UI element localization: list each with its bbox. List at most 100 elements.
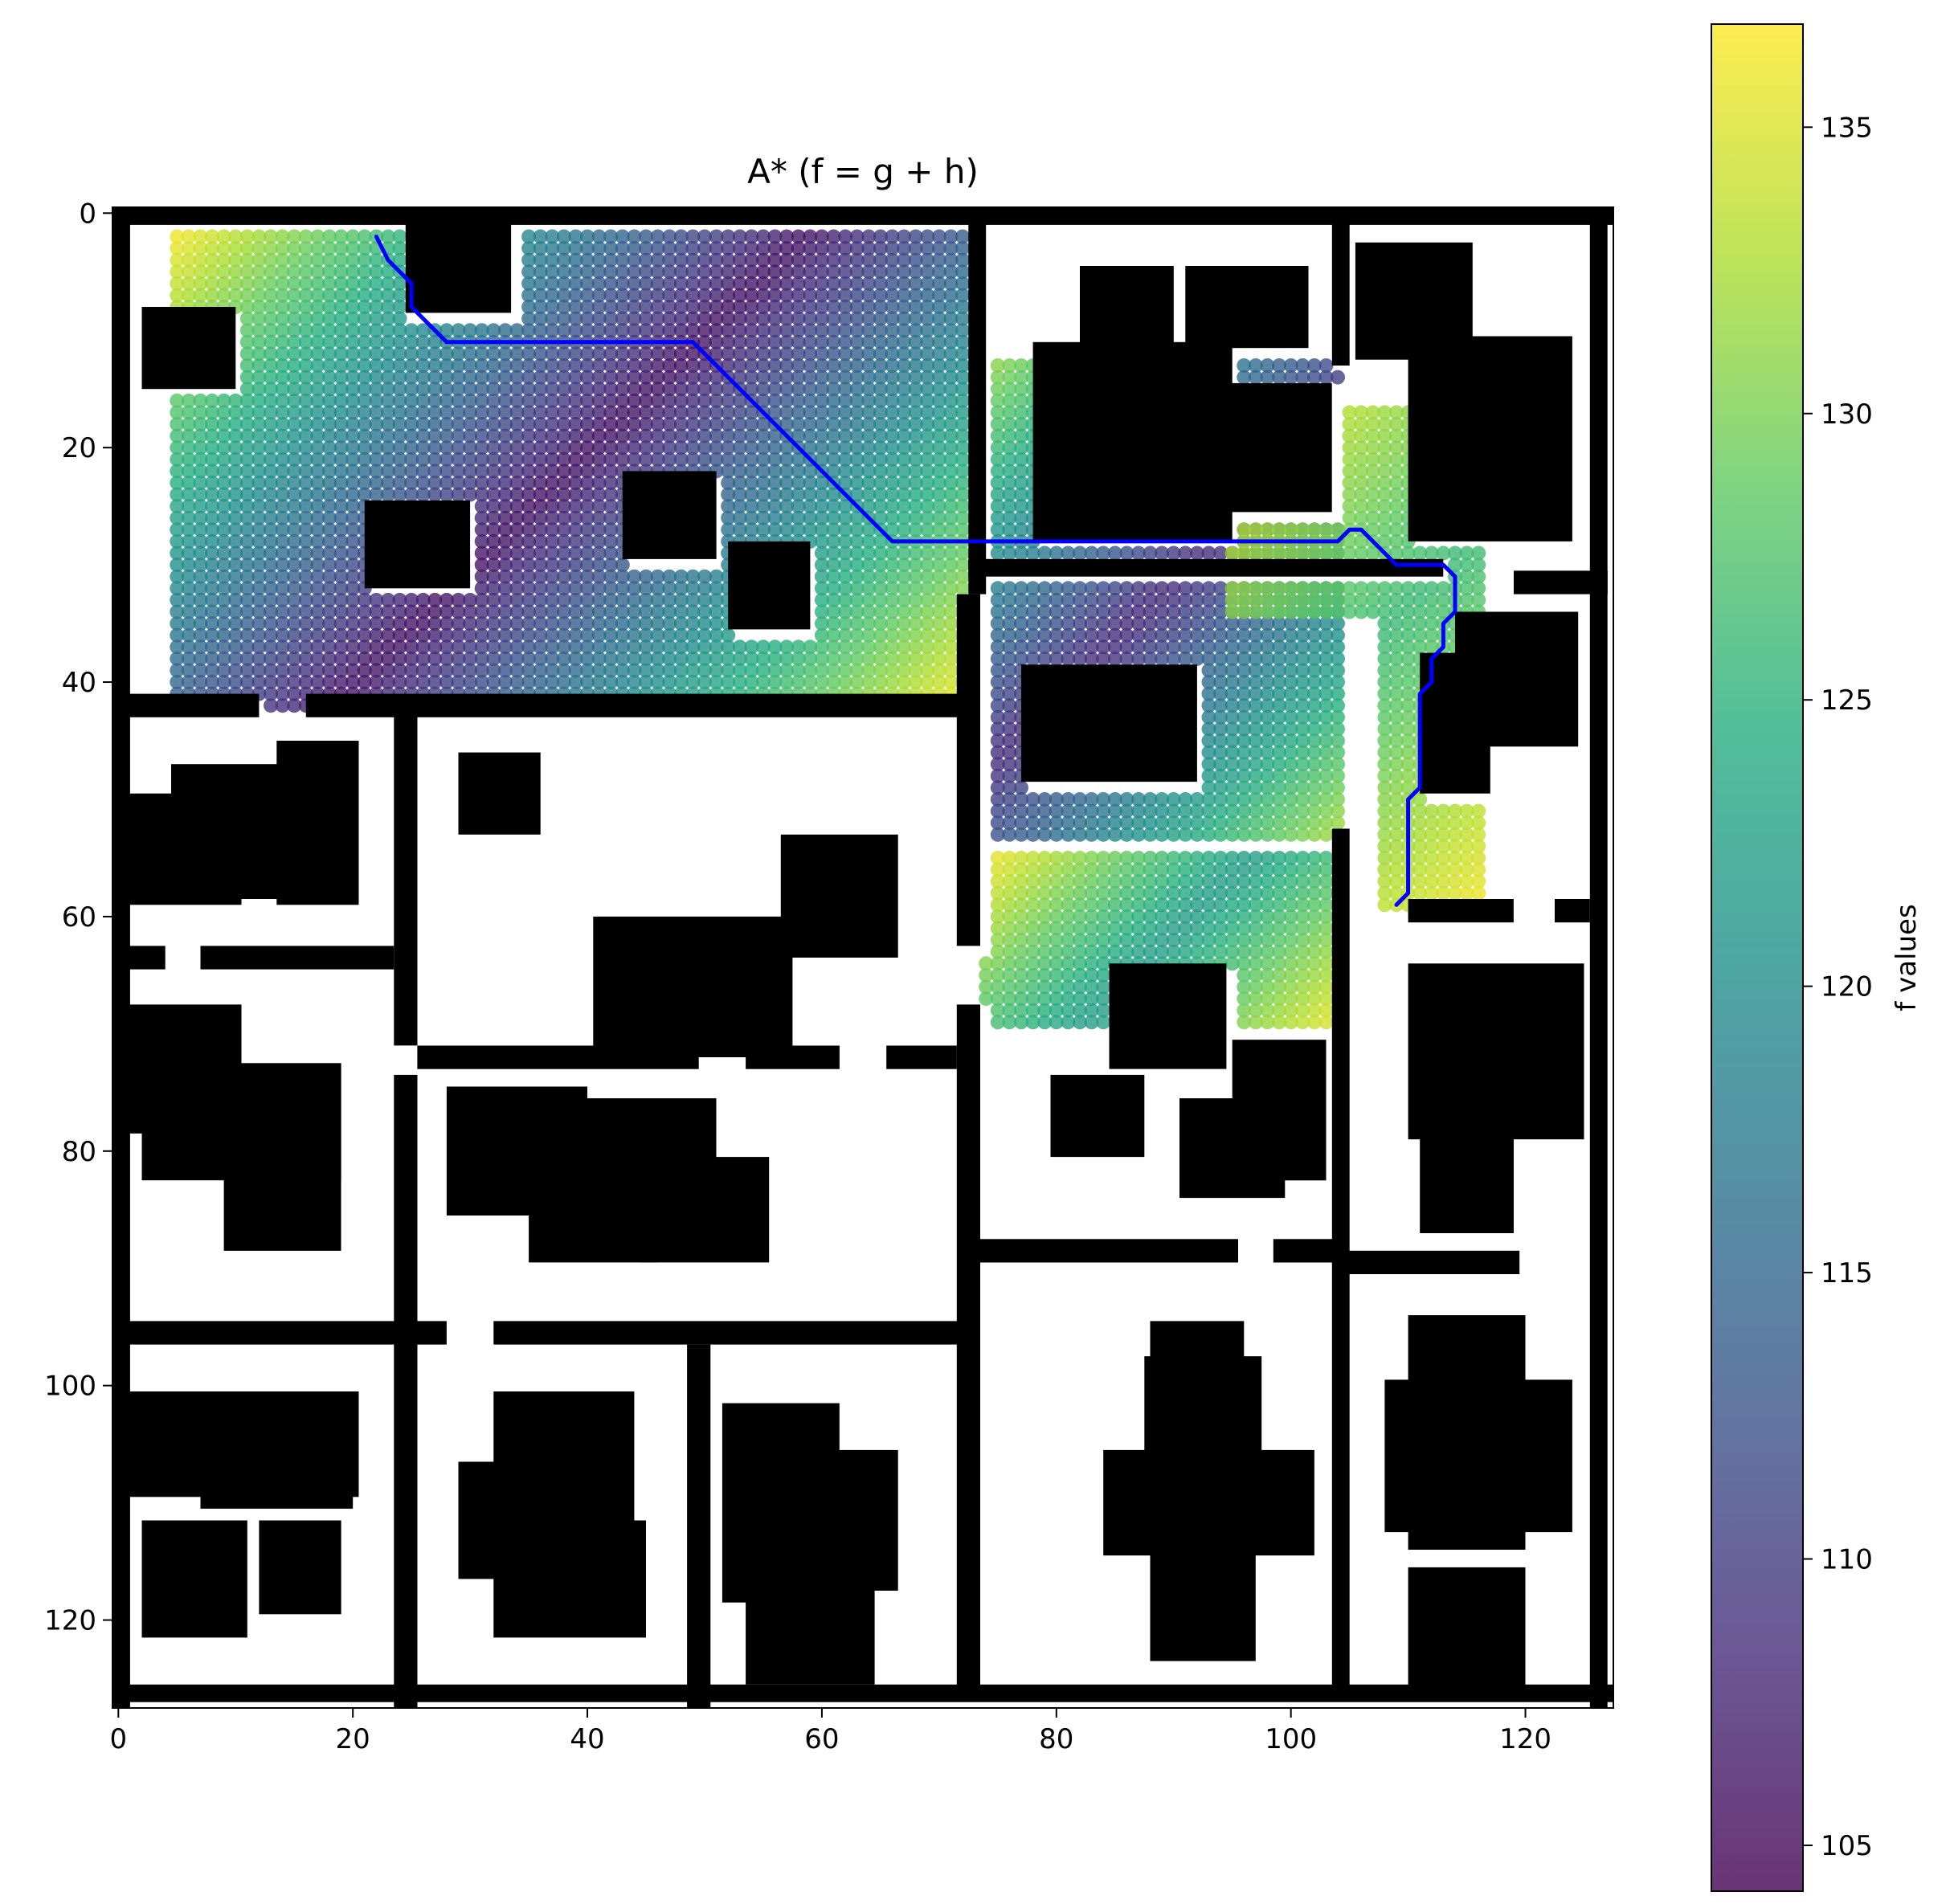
explored-cell-1	[1283, 815, 1298, 831]
explored-cell-0	[826, 464, 841, 479]
explored-cell-2	[1073, 979, 1087, 995]
explored-cell-0	[298, 604, 313, 619]
explored-cell-0	[193, 604, 208, 619]
explored-cell-0	[627, 428, 642, 443]
explored-cell-0	[791, 300, 806, 314]
explored-cell-0	[791, 522, 806, 537]
explored-cell-1	[1237, 827, 1252, 842]
explored-cell-1	[1189, 592, 1204, 607]
explored-cell-0	[205, 499, 219, 514]
explored-cell-0	[685, 252, 701, 268]
explored-cell-1	[1143, 581, 1158, 596]
explored-cell-0	[767, 323, 783, 338]
explored-cell-0	[756, 428, 771, 443]
explored-cell-3	[1260, 604, 1275, 619]
explored-cell-0	[415, 440, 431, 456]
explored-cell-0	[545, 358, 560, 373]
explored-cell-2	[1143, 862, 1158, 877]
explored-cell-0	[556, 533, 571, 549]
explored-cell-0	[673, 323, 689, 338]
explored-cell-1	[1025, 604, 1040, 619]
explored-cell-0	[451, 417, 466, 431]
explored-cell-0	[955, 464, 970, 479]
explored-cell-0	[451, 675, 466, 689]
explored-cell-0	[603, 558, 619, 573]
explored-cell-2	[1318, 909, 1334, 924]
obstacle	[1420, 1051, 1514, 1233]
explored-cell-1	[1002, 382, 1017, 397]
explored-cell-3	[1412, 851, 1428, 865]
explored-cell-0	[357, 334, 372, 349]
explored-cell-0	[357, 675, 372, 689]
explored-cell-0	[721, 382, 736, 397]
explored-cell-0	[333, 346, 349, 362]
explored-cell-0	[216, 616, 231, 631]
explored-cell-1	[1084, 581, 1099, 596]
explored-cell-0	[216, 651, 231, 666]
explored-cell-0	[826, 487, 841, 502]
explored-cell-2	[1224, 909, 1240, 924]
explored-cell-0	[885, 393, 900, 408]
explored-cell-2	[1061, 967, 1076, 983]
explored-cell-0	[545, 405, 560, 420]
explored-cell-1	[1014, 827, 1028, 842]
explored-cell-2	[1037, 874, 1053, 889]
explored-cell-3	[1224, 545, 1240, 561]
explored-cell-2	[1306, 874, 1322, 889]
explored-cell-0	[486, 533, 501, 549]
explored-cell-0	[791, 252, 806, 268]
explored-cell-2	[1306, 921, 1322, 936]
explored-cell-1	[1143, 616, 1158, 631]
explored-cell-0	[955, 346, 970, 362]
explored-cell-0	[838, 288, 853, 303]
explored-cell-2	[1166, 909, 1181, 924]
explored-cell-0	[931, 276, 946, 291]
explored-cell-0	[803, 464, 818, 479]
explored-cell-0	[509, 639, 525, 655]
explored-cell-1	[1237, 639, 1252, 655]
explored-cell-2	[1295, 909, 1310, 924]
explored-cell-0	[826, 639, 841, 655]
explored-cell-0	[451, 382, 466, 397]
explored-cell-0	[193, 476, 208, 490]
explored-cell-0	[404, 675, 419, 689]
explored-cell-0	[826, 499, 841, 514]
explored-cell-2	[1201, 921, 1216, 936]
explored-cell-0	[920, 417, 935, 431]
explored-cell-0	[193, 499, 208, 514]
explored-cell-1	[1002, 428, 1017, 443]
explored-cell-1	[1248, 675, 1263, 689]
explored-cell-0	[251, 569, 267, 584]
explored-cell-3	[1318, 545, 1334, 561]
explored-cell-0	[803, 382, 818, 397]
explored-cell-0	[228, 288, 243, 303]
explored-cell-0	[181, 252, 196, 268]
explored-cell-0	[568, 428, 583, 443]
explored-cell-0	[181, 675, 196, 689]
explored-cell-3	[1459, 885, 1474, 901]
explored-cell-3	[1459, 803, 1474, 819]
explored-cell-0	[920, 370, 935, 385]
explored-cell-0	[955, 451, 970, 467]
explored-cell-1	[1002, 686, 1017, 701]
explored-cell-0	[580, 487, 595, 502]
explored-cell-0	[251, 417, 267, 431]
explored-cell-1	[1002, 451, 1017, 467]
explored-cell-0	[568, 417, 583, 431]
explored-cell-0	[803, 346, 818, 362]
explored-cell-0	[732, 311, 747, 326]
explored-cell-0	[779, 382, 795, 397]
explored-cell-1	[1002, 417, 1017, 431]
explored-cell-0	[193, 627, 208, 643]
explored-cell-3	[1400, 721, 1416, 737]
explored-cell-1	[1213, 675, 1228, 689]
explored-cell-1	[990, 393, 1005, 408]
explored-cell-0	[615, 675, 630, 689]
explored-cell-0	[228, 651, 243, 666]
explored-cell-0	[310, 616, 325, 631]
explored-cell-0	[873, 311, 888, 326]
explored-cell-0	[908, 428, 923, 443]
explored-cell-0	[591, 569, 607, 584]
explored-cell-3	[1436, 581, 1451, 596]
explored-cell-2	[1178, 851, 1193, 865]
